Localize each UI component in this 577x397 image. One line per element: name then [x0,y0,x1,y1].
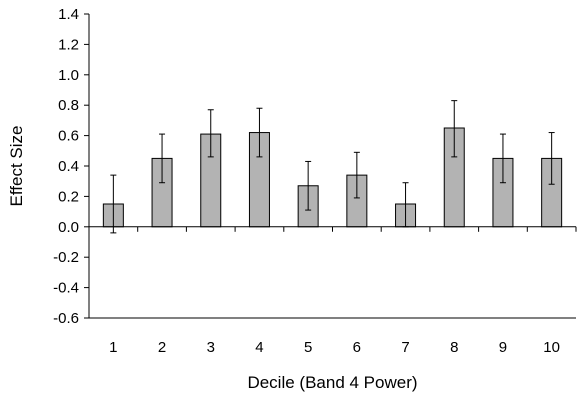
x-tick-label: 3 [207,339,215,356]
y-tick-label: -0.6 [53,310,79,327]
bars-layer [102,127,563,228]
x-axis-title: Decile (Band 4 Power) [247,373,417,392]
x-tick-label: 8 [450,339,458,356]
y-tick-label: 0.8 [58,97,79,114]
y-tick-label: 0.2 [58,188,79,205]
x-tick-label: 2 [158,339,166,356]
x-tick-label: 7 [401,339,409,356]
y-tick-label: 1.2 [58,36,79,53]
y-tick-label: -0.2 [53,249,79,266]
x-tick-label: 4 [255,339,263,356]
x-tick-label: 10 [543,339,560,356]
error-bars-layer [110,100,555,234]
y-tick-label: 0.0 [58,219,79,236]
y-tick-label: 1.0 [58,67,79,84]
y-ticks-layer: 1.4 1.2 1.0 0.8 0.6 0.4 0.2 0.0 -0.2 -0.4 -0.6 [53,6,89,327]
x-tick-label: 9 [499,339,507,356]
y-tick-label: -0.4 [53,280,79,297]
x-tick-label: 5 [304,339,312,356]
y-axis-title: Effect Size [7,126,26,207]
y-tick-label: 1.4 [58,6,79,23]
x-ticks-layer: 1 2 3 4 5 6 7 8 9 10 [88,226,577,356]
y-tick-label: 0.4 [58,158,79,175]
x-tick-label: 1 [109,339,117,356]
y-tick-label: 0.6 [58,128,79,145]
x-tick-label: 6 [353,339,361,356]
